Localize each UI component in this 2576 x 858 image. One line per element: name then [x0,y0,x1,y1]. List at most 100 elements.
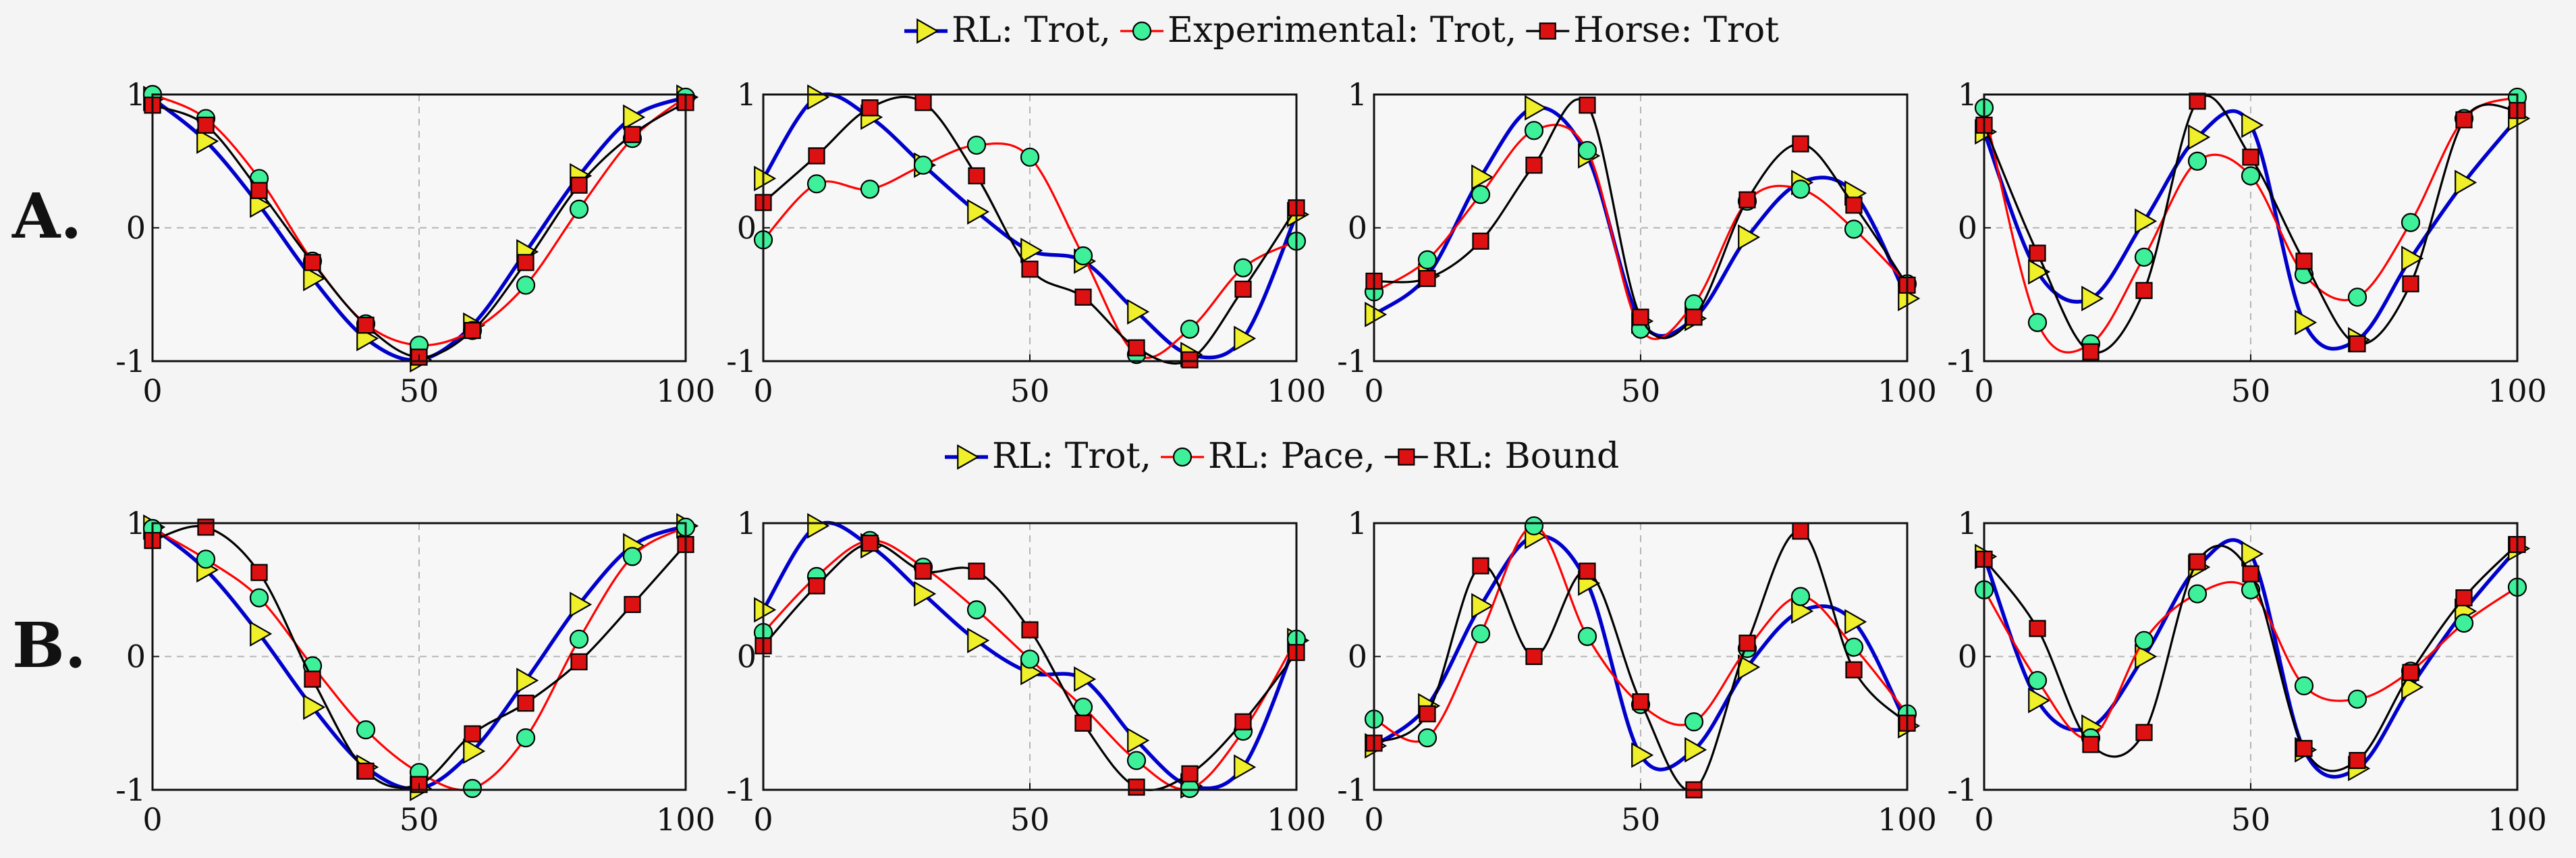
data-point-marker-square [357,317,375,334]
data-point-marker-square [2402,275,2419,293]
data-point-marker-square [2135,281,2153,299]
x-tick-label: 50 [1621,801,1661,838]
data-point-marker-square [1181,765,1199,782]
series-black [755,94,1305,369]
y-tick-label: 1 [1958,76,1977,113]
data-point-marker-triangle [2241,112,2264,138]
row-a: A. RL: Trot, Experimental: Trot, Horse: Tro… [11,10,2547,409]
data-point-marker-square [1472,232,1489,250]
data-point-marker-circle [2241,166,2261,186]
data-point-marker-triangle [1631,742,1654,768]
data-point-marker-circle [1684,712,1704,732]
data-point-marker-square [2295,740,2313,757]
data-point-marker-circle [1524,121,1544,140]
panel-1: 0 50 100-101 [115,505,715,838]
data-point-marker-circle [1844,219,1864,239]
data-point-marker-square [1579,562,1596,580]
x-tick-label: 0 [753,373,773,409]
data-point-marker-square [2455,111,2473,129]
data-point-marker-square [1419,705,1436,723]
data-point-marker-square [1181,351,1199,369]
data-point-marker-square [2402,664,2419,681]
data-point-marker-circle [1524,516,1544,536]
data-point-marker-circle [356,720,376,740]
data-point-marker-triangle [1074,666,1097,692]
x-tick-label: 0 [753,801,773,838]
data-point-marker-triangle [754,597,777,623]
data-point-marker-triangle [1234,325,1257,352]
data-point-marker-triangle [2295,309,2318,336]
data-point-marker-square [1845,661,1863,678]
legend-marker-square [1539,22,1556,40]
data-point-marker-triangle [2188,124,2211,151]
legend-entry-blue: RL: Trot, [904,10,1111,51]
y-tick-label: -1 [726,772,757,808]
y-tick-label: 0 [1958,210,1977,246]
data-point-marker-square [570,176,588,194]
y-tick-label: 1 [126,76,146,113]
legend-entry-red: RL: Pace, [1161,436,1375,477]
x-tick-label: 0 [142,373,162,409]
series-line [1373,534,1909,772]
data-point-marker-triangle [1684,736,1707,763]
x-tick-label: 0 [142,801,162,838]
data-point-marker-square [624,126,641,143]
data-point-marker-circle [1180,778,1200,799]
y-tick-label: -1 [1337,772,1367,808]
data-point-marker-triangle [1844,609,1867,635]
legend-marker-circle [1172,447,1193,467]
data-point-marker-square [2029,620,2046,637]
data-point-marker-triangle [1471,593,1494,619]
data-point-marker-square [197,116,215,134]
x-tick-label: 0 [1974,801,1994,838]
data-point-marker-square [914,94,932,111]
data-point-marker-square [464,321,481,340]
data-point-marker-square [914,562,932,580]
data-point-marker-triangle [303,265,326,292]
data-point-marker-circle [2027,670,2048,691]
row-label: B. [12,609,86,682]
data-point-marker-square [624,595,641,614]
data-point-marker-square [1234,280,1252,298]
data-point-marker-square [1128,778,1145,796]
y-tick-label: 0 [737,210,757,246]
data-point-marker-square [861,535,879,552]
x-tick-label: 100 [1878,373,1937,409]
data-point-marker-circle [516,275,536,295]
panel-2: 0 50 100-101 [726,76,1326,409]
data-point-marker-square [1738,191,1756,209]
x-tick-label: 50 [1621,373,1661,409]
data-point-marker-triangle [1525,95,1547,121]
data-point-marker-triangle [1020,238,1043,263]
data-point-marker-square [2135,724,2153,741]
data-point-marker-square [1021,261,1039,278]
data-point-marker-square [2349,751,2366,770]
legend-marker-triangle [957,444,980,470]
data-point-marker-circle [2187,584,2208,604]
x-tick-label: 100 [1267,373,1326,409]
data-point-marker-square [1792,135,1809,153]
legend-label: Horse: Trot [1573,10,1779,51]
data-point-marker-circle [2454,614,2474,633]
data-point-marker-square [1128,339,1145,356]
data-point-marker-circle [196,549,216,569]
data-point-marker-circle [2134,631,2154,650]
data-point-marker-square [517,254,535,271]
series-line [1983,95,2518,354]
y-tick-label: -1 [1947,343,1977,379]
x-tick-label: 0 [1364,373,1383,409]
data-point-marker-circle [569,199,589,219]
legend-marker-square [1398,448,1415,466]
data-point-marker-circle [913,155,933,175]
data-point-marker-circle [462,778,483,799]
data-point-marker-circle [2401,213,2421,232]
data-point-marker-triangle [1127,299,1150,325]
data-point-marker-triangle [967,627,990,653]
data-point-marker-circle [2347,689,2367,709]
data-point-marker-square [304,670,321,688]
x-tick-label: 100 [656,801,715,838]
data-point-marker-circle [2347,288,2367,307]
series-black [1365,97,1916,340]
x-tick-label: 100 [1878,801,1937,838]
